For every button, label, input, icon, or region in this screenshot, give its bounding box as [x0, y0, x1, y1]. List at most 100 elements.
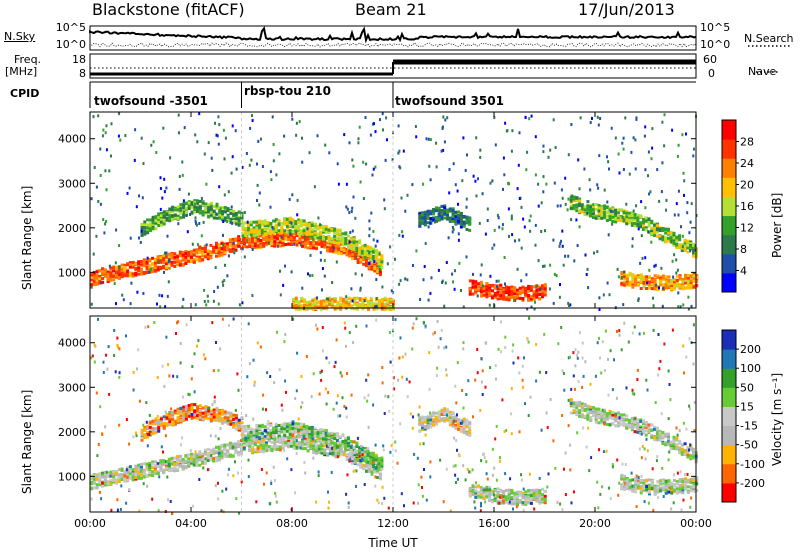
heatmap-cell [457, 217, 461, 220]
heatmap-cell [474, 288, 478, 292]
heatmap-cell [521, 286, 525, 289]
heatmap-cell [265, 441, 268, 445]
heatmap-cell [112, 475, 116, 479]
heatmap-cell [676, 154, 679, 158]
heatmap-cell [186, 230, 189, 234]
heatmap-cell [173, 265, 177, 268]
heatmap-cell [228, 239, 232, 243]
heatmap-cell [606, 281, 609, 285]
heatmap-cell [271, 226, 274, 229]
heatmap-cell [291, 218, 295, 222]
heatmap-cell [309, 237, 313, 241]
heatmap-cell [535, 291, 539, 295]
heatmap-cell [137, 468, 141, 472]
heatmap-cell [146, 230, 150, 234]
heatmap-cell [182, 297, 185, 301]
heatmap-cell [639, 279, 643, 283]
heatmap-cell [215, 245, 218, 249]
heatmap-cell [228, 453, 232, 457]
heatmap-cell [292, 232, 296, 236]
heatmap-cell [664, 277, 668, 281]
heatmap-cell [215, 133, 218, 137]
heatmap-cell [529, 287, 533, 291]
heatmap-cell [608, 218, 612, 221]
heatmap-cell [661, 120, 664, 124]
heatmap-cell [213, 290, 216, 293]
heatmap-cell [216, 285, 219, 289]
heatmap-cell [677, 213, 680, 217]
heatmap-cell [209, 449, 213, 453]
heatmap-cell [320, 451, 324, 455]
heatmap-cell [288, 217, 292, 221]
heatmap-cell [232, 241, 235, 245]
heatmap-cell [585, 273, 588, 276]
heatmap-cell [146, 256, 149, 260]
heatmap-cell [358, 305, 362, 309]
heatmap-cell [333, 299, 337, 303]
heatmap-cell [159, 419, 163, 423]
heatmap-cell [148, 224, 152, 228]
heatmap-cell [608, 208, 612, 212]
heatmap-cell [131, 265, 135, 269]
heatmap-cell [163, 177, 166, 181]
heatmap-cell [109, 272, 113, 276]
heatmap-cell [168, 420, 172, 424]
heatmap-cell [245, 245, 249, 249]
heatmap-cell [620, 272, 624, 276]
heatmap-cell [93, 166, 96, 169]
heatmap-cell [319, 232, 323, 236]
heatmap-cell [353, 302, 357, 306]
heatmap-cell [192, 253, 196, 257]
heatmap-cell [103, 477, 107, 481]
heatmap-cell [223, 245, 227, 249]
heatmap-cell [481, 192, 484, 196]
heatmap-cell [653, 227, 657, 231]
heatmap-cell [148, 425, 152, 429]
heatmap-cell [258, 191, 261, 195]
heatmap-cell [95, 185, 98, 189]
heatmap-cell [328, 246, 332, 250]
heatmap-cell [295, 445, 299, 449]
heatmap-cell [297, 226, 301, 230]
heatmap-cell [369, 246, 373, 250]
heatmap-cell [92, 283, 96, 287]
heatmap-cell [250, 158, 253, 162]
heatmap-cell [479, 280, 483, 284]
heatmap-cell [223, 454, 227, 458]
heatmap-cell [291, 117, 294, 121]
heatmap-cell [658, 199, 661, 203]
heatmap-cell [229, 210, 233, 213]
heatmap-cell [532, 297, 536, 301]
heatmap-cell [165, 251, 168, 255]
heatmap-cell [356, 252, 360, 256]
heatmap-cell [301, 443, 305, 447]
heatmap-cell [350, 297, 354, 301]
heatmap-cell [521, 288, 525, 292]
heatmap-cell [418, 220, 422, 224]
heatmap-cell [640, 200, 643, 204]
heatmap-cell [653, 225, 657, 229]
heatmap-cell [672, 241, 676, 245]
heatmap-cell [167, 469, 171, 473]
heatmap-cell [187, 250, 191, 254]
heatmap-cell [283, 220, 287, 224]
heatmap-cell [411, 183, 414, 187]
heatmap-cell [226, 450, 230, 454]
heatmap-cell [193, 413, 197, 417]
heatmap-cell [178, 187, 181, 191]
heatmap-cell [306, 227, 309, 231]
heatmap-cell [168, 219, 172, 223]
heatmap-cell [570, 218, 573, 222]
heatmap-cell [227, 254, 230, 258]
heatmap-cell [423, 210, 427, 214]
heatmap-cell [457, 232, 460, 236]
heatmap-cell [92, 486, 96, 490]
heatmap-cell [206, 452, 210, 456]
heatmap-cell [154, 431, 158, 435]
heatmap-cell [584, 253, 587, 257]
heatmap-cell [176, 463, 180, 467]
heatmap-cell [98, 472, 102, 476]
heatmap-cell [695, 276, 699, 280]
heatmap-cell [184, 206, 188, 210]
heatmap-cell [650, 157, 653, 161]
